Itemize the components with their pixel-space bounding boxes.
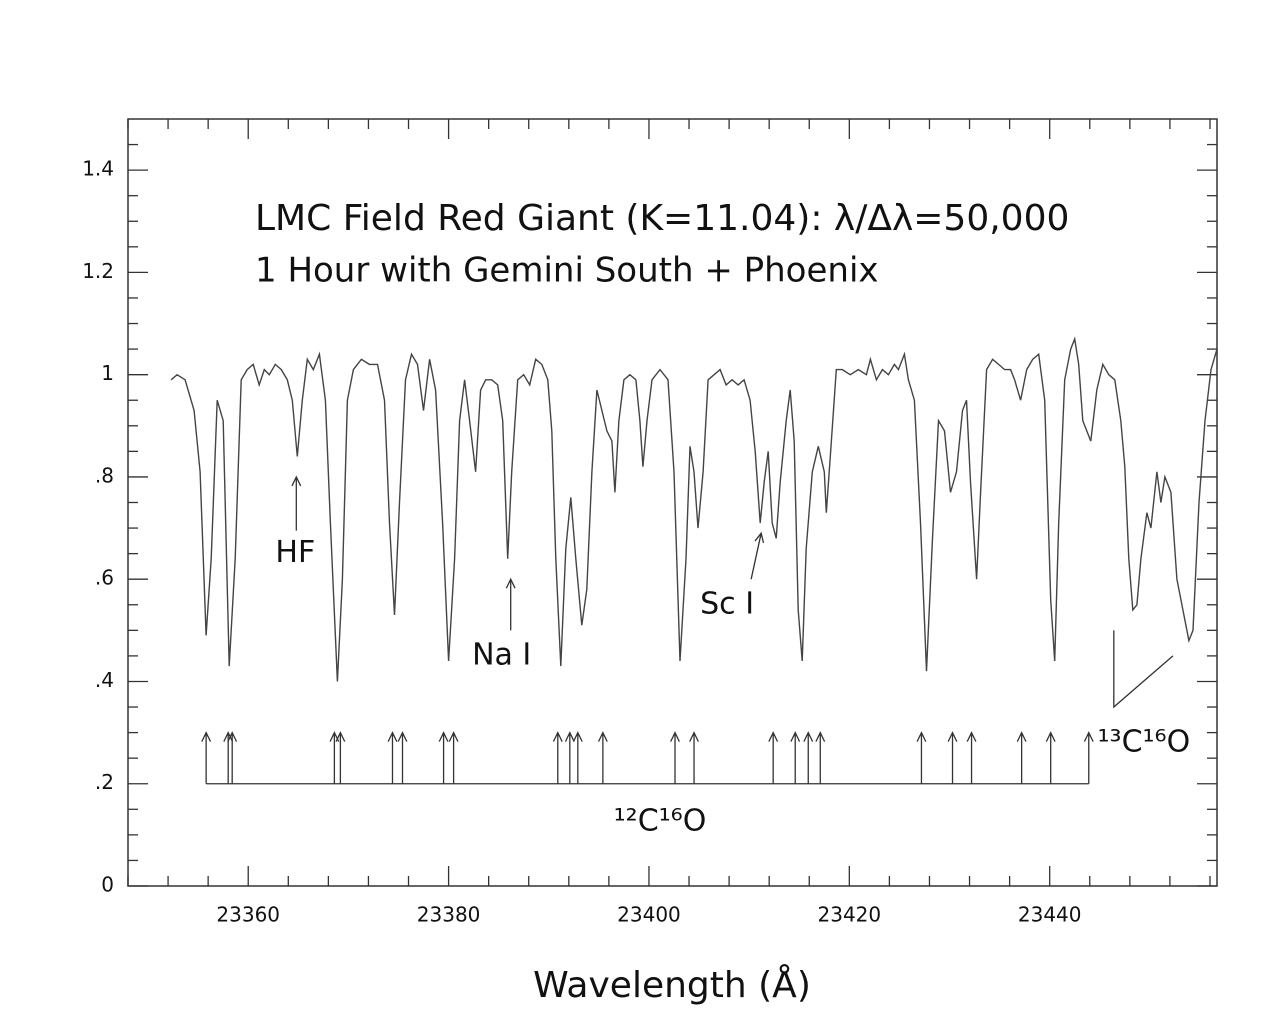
x-tick-label: 23400 [617, 903, 681, 927]
line-list-arrow [670, 731, 680, 784]
line-list-arrow [815, 731, 826, 784]
line-list-arrow [387, 731, 398, 784]
line-list-arrow [201, 731, 212, 784]
annotation-arrow [505, 577, 516, 631]
line-list-arrow [397, 731, 408, 784]
line-list-arrow [329, 731, 340, 784]
line-list-arrow [597, 731, 608, 784]
line-list-label: ¹²C¹⁶O [614, 804, 707, 839]
line-list-arrow [803, 731, 814, 784]
y-tick-label: .2 [95, 770, 114, 794]
line-list-arrow [448, 731, 459, 784]
x-tick-label: 23380 [417, 903, 481, 927]
line-list-arrow [438, 731, 449, 784]
bracket [1113, 630, 1174, 709]
line-list-arrow [916, 731, 927, 784]
line-list-arrow [790, 731, 801, 784]
line-annotation: Na I [472, 637, 531, 672]
spectrum-line [170, 336, 1217, 682]
line-list-arrow [768, 731, 779, 784]
line-list-arrow [227, 731, 238, 784]
line-list-arrow [689, 731, 699, 784]
line-list-arrow [1045, 731, 1056, 784]
y-tick-label: .6 [95, 566, 114, 590]
y-tick-label: .4 [95, 668, 114, 692]
bracket-label: ¹³C¹⁶O [1098, 724, 1191, 759]
x-tick-label: 23440 [1018, 903, 1082, 927]
line-annotation: Sc I [700, 586, 754, 621]
y-tick-label: 0 [101, 873, 114, 897]
line-list-arrow [966, 731, 977, 784]
chart-title: LMC Field Red Giant (K=11.04): λ/Δλ=50,0… [255, 198, 1069, 239]
y-tick-label: 1.4 [82, 157, 114, 181]
y-tick-label: .8 [95, 463, 114, 487]
line-list-arrow [335, 731, 346, 784]
line-annotation: HF [275, 535, 315, 570]
line-list-arrow [947, 731, 958, 784]
line-list-arrow [1016, 731, 1027, 784]
annotation-arrow [291, 475, 302, 531]
line-list-arrow [572, 731, 583, 784]
y-tick-label: 1 [101, 361, 114, 385]
y-tick-label: 1.2 [82, 259, 114, 283]
x-tick-label: 23420 [818, 903, 882, 927]
x-tick-label: 23360 [216, 903, 280, 927]
x-axis-label: Wavelength (Å) [533, 963, 811, 1006]
line-list-arrow [564, 731, 575, 784]
line-list-arrow [1083, 731, 1094, 784]
annotation-arrow [750, 531, 765, 580]
line-list-arrow [552, 731, 563, 784]
chart-subtitle: 1 Hour with Gemini South + Phoenix [255, 251, 879, 291]
